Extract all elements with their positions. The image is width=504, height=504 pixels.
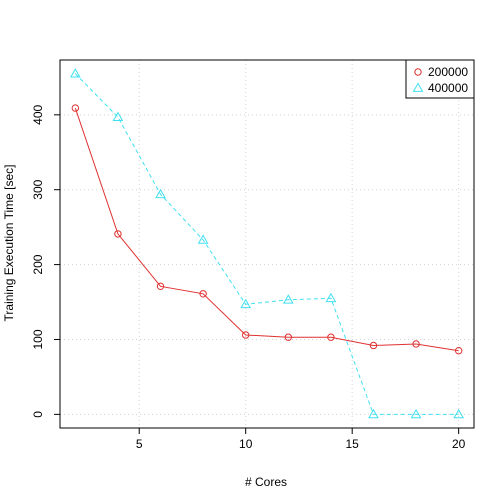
x-tick-label: 5 [136,437,143,451]
y-tick-label: 300 [31,179,45,199]
data-point [242,331,250,339]
series-line-200000 [74,107,459,352]
x-tick-label: 20 [452,437,466,451]
data-point [240,298,252,309]
data-point [284,333,292,341]
legend-marker [414,68,422,76]
x-axis-title: # Cores [245,475,287,489]
series-400000 [69,68,465,419]
y-tick-label: 400 [31,104,45,124]
data-point [155,188,166,199]
y-tick-label: 200 [31,254,45,274]
data-point [156,282,165,291]
data-point [282,294,294,304]
data-point [453,408,465,419]
data-point [368,408,379,419]
series-line-400000 [74,73,459,415]
data-point [69,68,81,78]
y-tick-label: 0 [31,411,45,418]
legend-marker [412,82,424,92]
x-axis: 5 10 15 20 [136,427,466,451]
legend-entry-label: 400000 [428,81,468,95]
data-point [197,234,209,244]
series-200000 [71,104,463,355]
data-point [327,333,335,341]
series-layer [69,68,465,419]
data-point [112,111,124,121]
data-point [410,408,422,419]
data-point [325,292,337,303]
y-axis-title: Training Execution Time [sec] [2,165,16,322]
grid-lines [60,60,474,428]
plot-area-frame [59,59,475,429]
x-tick-label: 15 [346,437,360,451]
data-point [369,341,378,350]
data-point [199,290,207,298]
data-point [114,230,122,238]
data-point [454,347,463,355]
data-point [412,340,420,348]
x-tick-label: 10 [239,437,253,451]
legend-entry-label: 200000 [428,65,468,79]
data-point [71,104,80,112]
y-axis: 0 100 200 300 400 [31,104,61,418]
legend: 200000 400000 [405,59,475,99]
y-tick-label: 100 [31,329,45,349]
